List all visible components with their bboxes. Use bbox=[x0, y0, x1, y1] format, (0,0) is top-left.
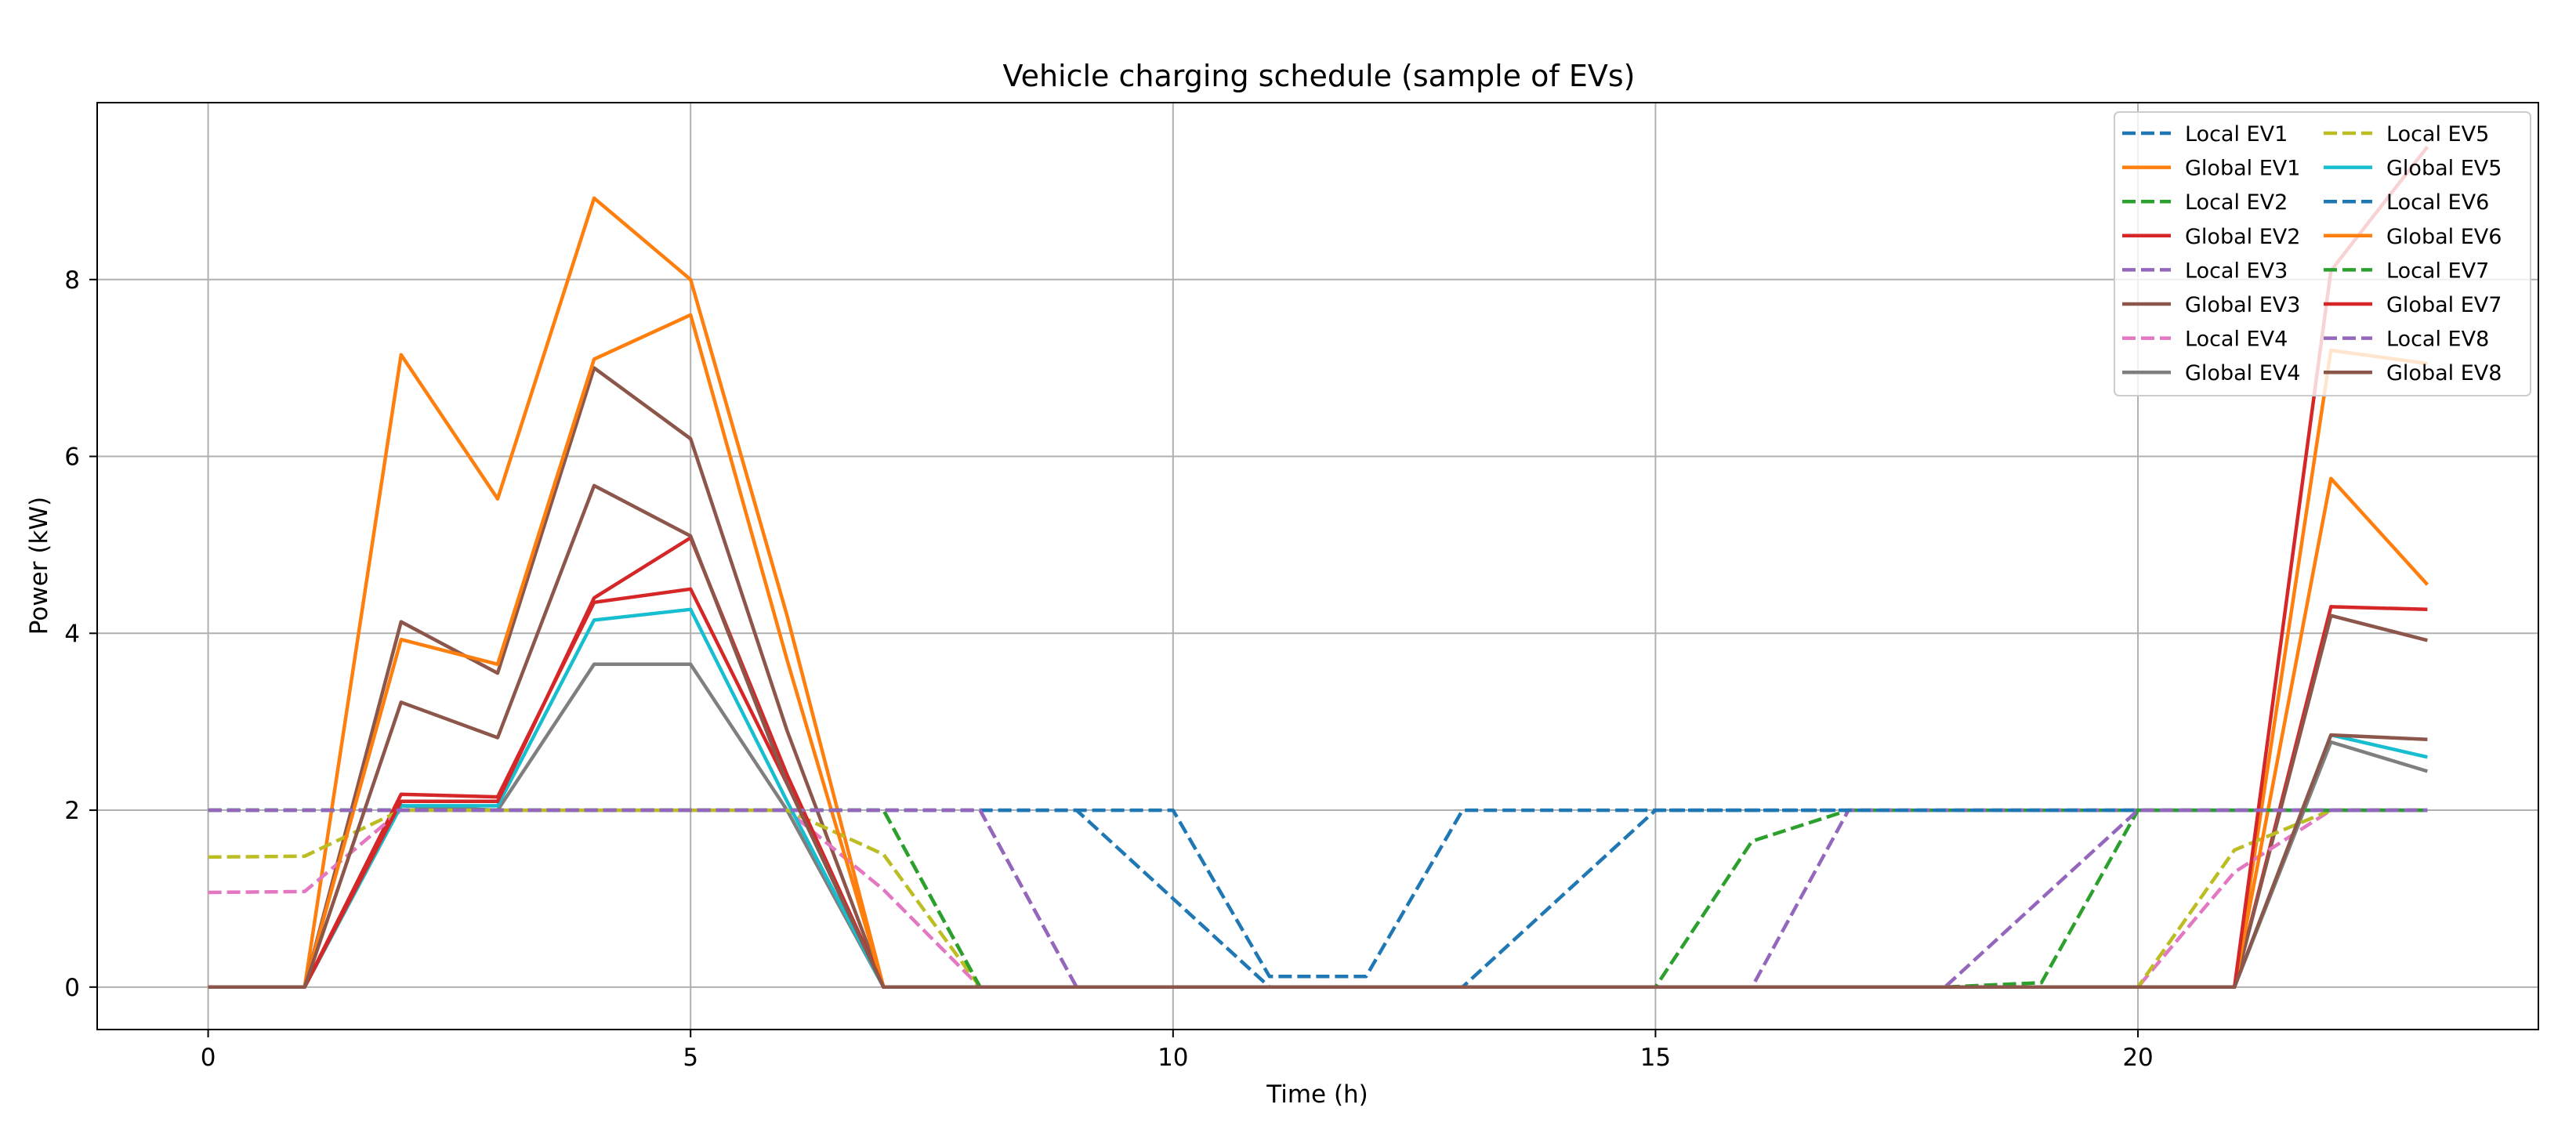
legend-entry: Local EV1 bbox=[2122, 122, 2288, 147]
axis-ticks: 0 5 10 15 20 0 2 4 6 8 bbox=[64, 266, 2154, 1072]
legend-label: Global EV1 bbox=[2185, 157, 2300, 181]
legend-entry: Global EV8 bbox=[2324, 361, 2502, 385]
x-tick-label: 0 bbox=[201, 1044, 216, 1072]
legend-label: Global EV7 bbox=[2386, 293, 2502, 317]
legend-label: Global EV3 bbox=[2185, 293, 2300, 317]
x-axis-label: Time (h) bbox=[1266, 1080, 1368, 1109]
legend-entry: Local EV6 bbox=[2324, 190, 2489, 215]
legend-entry: Local EV7 bbox=[2324, 259, 2489, 283]
legend: Local EV1 Global EV1 Local EV2 Global EV2 Lo… bbox=[2114, 111, 2531, 396]
legend-entry: Local EV4 bbox=[2122, 328, 2288, 352]
legend-entry: Local EV3 bbox=[2122, 259, 2288, 283]
y-tick-label: 0 bbox=[64, 974, 80, 1002]
legend-label: Local EV8 bbox=[2386, 328, 2489, 352]
legend-label: Global EV5 bbox=[2386, 157, 2502, 181]
y-tick-label: 4 bbox=[64, 620, 80, 648]
x-tick-label: 5 bbox=[683, 1044, 698, 1072]
legend-label: Global EV4 bbox=[2185, 361, 2300, 385]
legend-label: Local EV3 bbox=[2185, 259, 2288, 283]
legend-label: Local EV6 bbox=[2386, 190, 2489, 215]
legend-entry: Global EV2 bbox=[2122, 225, 2300, 249]
legend-label: Local EV4 bbox=[2185, 328, 2288, 352]
y-tick-label: 8 bbox=[64, 266, 80, 295]
series-line-global-ev8 bbox=[208, 483, 2428, 990]
legend-box bbox=[2114, 111, 2531, 396]
chart-title: Vehicle charging schedule (sample of EVs… bbox=[1003, 59, 1636, 93]
plot-frame bbox=[96, 102, 2539, 1030]
legend-label: Global EV2 bbox=[2185, 225, 2300, 249]
series-layer bbox=[208, 146, 2429, 990]
legend-entry: Global EV1 bbox=[2122, 157, 2300, 181]
x-tick-label: 10 bbox=[1158, 1044, 1188, 1072]
legend-entry: Local EV8 bbox=[2324, 328, 2489, 352]
legend-entry: Local EV2 bbox=[2122, 190, 2288, 215]
y-tick-label: 2 bbox=[64, 797, 80, 825]
legend-label: Local EV2 bbox=[2185, 190, 2288, 215]
legend-entry: Global EV3 bbox=[2122, 293, 2300, 317]
legend-label: Local EV5 bbox=[2386, 122, 2489, 147]
legend-label: Local EV7 bbox=[2386, 259, 2489, 283]
x-tick-label: 15 bbox=[1640, 1044, 1671, 1072]
legend-entry: Global EV4 bbox=[2122, 361, 2300, 385]
legend-entry: Global EV7 bbox=[2324, 293, 2502, 317]
x-tick-label: 20 bbox=[2122, 1044, 2153, 1072]
legend-entry: Global EV5 bbox=[2324, 157, 2502, 181]
y-tick-label: 6 bbox=[64, 443, 80, 472]
legend-label: Global EV8 bbox=[2386, 361, 2502, 385]
legend-entry: Global EV6 bbox=[2324, 225, 2502, 249]
legend-entry: Local EV5 bbox=[2324, 122, 2489, 147]
legend-label: Global EV6 bbox=[2386, 225, 2502, 249]
y-axis-label: Power (kW) bbox=[25, 497, 53, 635]
legend-label: Local EV1 bbox=[2185, 122, 2288, 147]
